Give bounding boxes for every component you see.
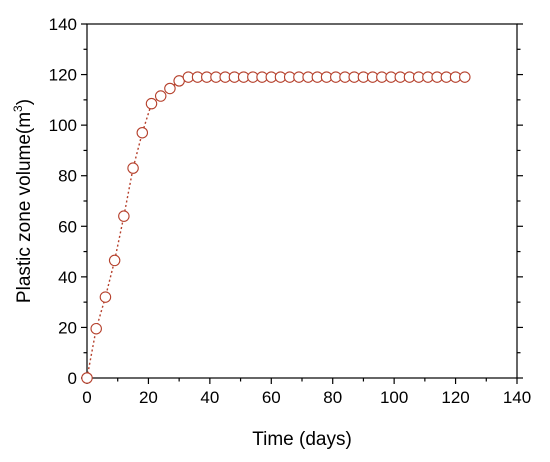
data-point bbox=[145, 97, 158, 110]
x-tick-label: 140 bbox=[503, 388, 531, 407]
data-point bbox=[154, 90, 167, 102]
data-point bbox=[118, 210, 130, 222]
data-point bbox=[99, 291, 112, 303]
x-tick-label: 20 bbox=[139, 388, 158, 407]
y-tick-label: 60 bbox=[58, 217, 77, 236]
y-tick-label: 140 bbox=[49, 15, 77, 34]
x-tick-label: 40 bbox=[200, 388, 219, 407]
y-axis-title-sup: 3 bbox=[11, 105, 25, 112]
data-point bbox=[164, 82, 176, 95]
axis-ticks bbox=[81, 23, 523, 384]
x-tick-label: 120 bbox=[441, 388, 469, 407]
x-axis-title: Time (days) bbox=[252, 429, 352, 450]
y-tick-label: 20 bbox=[58, 318, 77, 337]
data-point bbox=[81, 372, 93, 384]
data-point bbox=[127, 162, 139, 174]
y-axis-title-end: ) bbox=[14, 99, 35, 105]
y-tick-label: 80 bbox=[58, 167, 77, 186]
data-point bbox=[90, 322, 102, 335]
x-tick-label: 100 bbox=[380, 388, 408, 407]
y-tick-label: 0 bbox=[68, 369, 77, 388]
tick-labels: 0 20 40 60 80 100 120 140 0 20 40 60 80 100 120 140 bbox=[49, 15, 532, 407]
data-point bbox=[136, 126, 149, 139]
data-point bbox=[108, 254, 121, 267]
series-points bbox=[81, 71, 471, 384]
y-axis-title: Plastic zone volume(m3) bbox=[11, 99, 35, 303]
x-tick-label: 0 bbox=[82, 388, 91, 407]
x-tick-label: 80 bbox=[323, 388, 342, 407]
x-tick-label: 60 bbox=[262, 388, 281, 407]
y-tick-label: 120 bbox=[49, 66, 77, 85]
y-axis-title-main: Plastic zone volume(m bbox=[14, 112, 35, 303]
data-point bbox=[459, 71, 471, 83]
series-line bbox=[86, 76, 465, 379]
y-tick-label: 100 bbox=[49, 116, 77, 135]
y-tick-label: 40 bbox=[58, 268, 77, 287]
